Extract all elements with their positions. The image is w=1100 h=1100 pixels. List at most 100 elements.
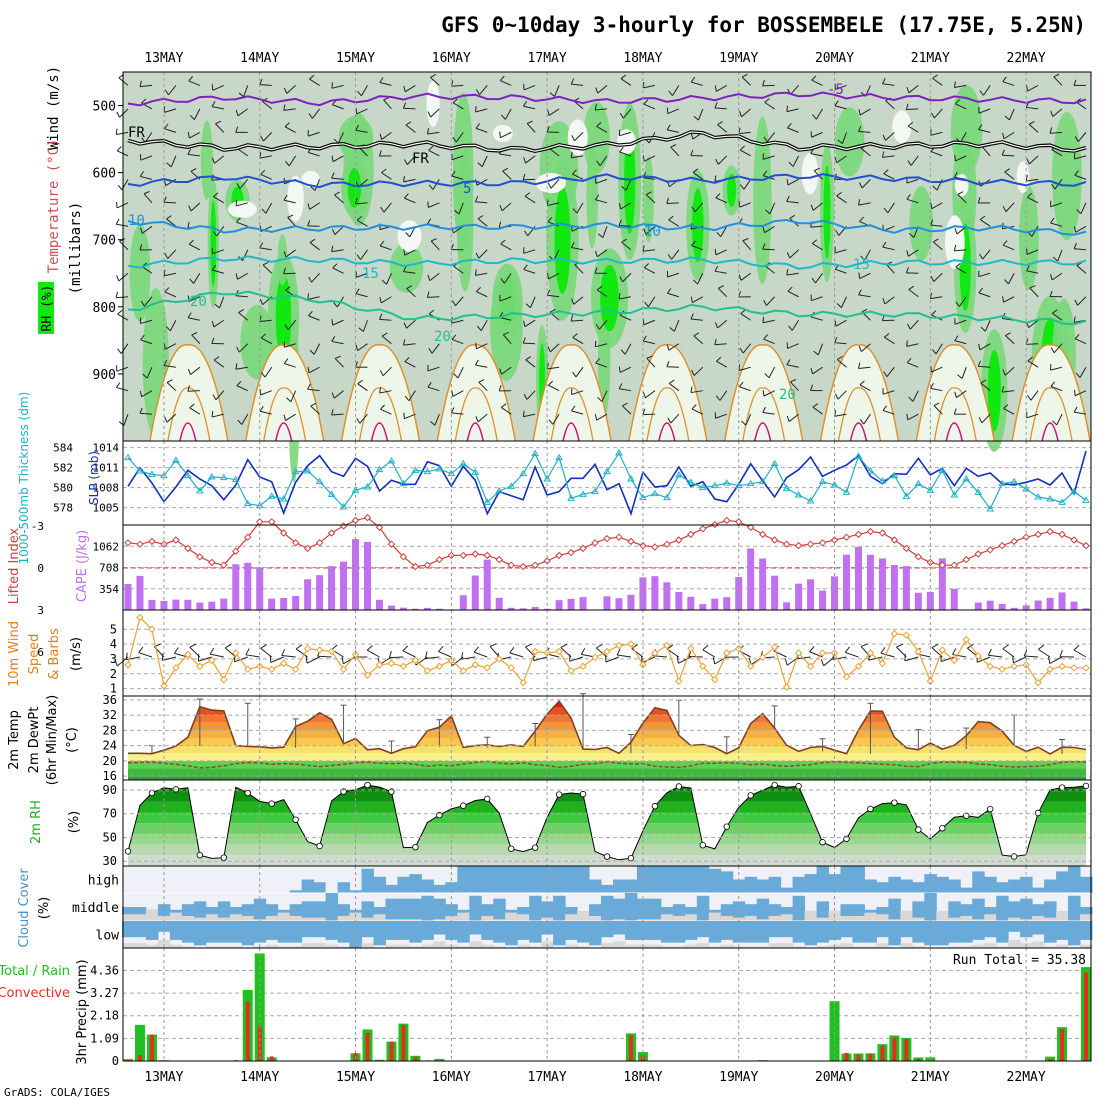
cloud-gray-cell — [756, 919, 770, 921]
plots: -5FRFR510101515202020500600700800900Wind… — [0, 51, 1093, 1085]
cloud-gray-cell — [169, 944, 183, 948]
temp-band — [128, 768, 1086, 777]
precip-tick-label: 1.09 — [90, 1031, 119, 1045]
upper-wind-barb — [168, 85, 177, 96]
cloud-gray-cell — [1032, 941, 1045, 948]
cloud-cell-middle — [313, 901, 327, 921]
upper-wind-barb — [548, 384, 560, 392]
upper-wind-barb — [1051, 272, 1063, 281]
upper-wind-barb-flag — [1074, 299, 1078, 306]
upper-wind-barb — [885, 100, 895, 110]
upper-wind-barb — [958, 296, 967, 307]
upper-wind-barb-flag — [1002, 369, 1006, 376]
upper-wind-barb-flag — [212, 230, 218, 237]
upper-wind-barb — [840, 296, 847, 308]
cape-bar — [771, 575, 779, 610]
upper-wind-barb — [571, 319, 584, 322]
cloud-gray-cell — [708, 912, 722, 921]
isotherm--5 — [127, 91, 1087, 107]
upper-wind-barb — [163, 201, 176, 204]
upper-wind-barb — [933, 272, 943, 282]
cloud-cell-middle — [624, 893, 638, 921]
upper-wind-barb-flag — [930, 112, 935, 119]
cloud-gray-cell — [577, 946, 590, 948]
upper-wind-barb — [287, 217, 297, 227]
upper-wind-barb-flag — [309, 74, 315, 80]
upper-wind-barb — [786, 108, 799, 113]
upper-wind-barb-flag — [834, 100, 839, 107]
cape-bar — [890, 565, 898, 610]
upper-wind-barb-flag — [739, 184, 745, 190]
upper-wind-barb-flag — [1074, 136, 1079, 142]
upper-wind-barb-flag — [115, 218, 120, 225]
upper-wind-barb — [787, 127, 799, 133]
cloud-cell-middle — [421, 895, 434, 921]
isotherm-15 — [127, 255, 1087, 270]
upper-wind-barb — [215, 123, 225, 133]
upper-wind-barb — [166, 218, 177, 227]
cloud-cell-low — [960, 921, 973, 943]
cape-ylabel: CAPE (J/kg) — [75, 530, 90, 602]
thickness-marker — [1058, 498, 1066, 505]
upper-wind-barb — [476, 343, 488, 350]
cloud-cell-low — [1080, 921, 1093, 940]
upper-wind-barb — [599, 155, 608, 166]
cloud-cell-low — [229, 921, 243, 943]
upper-wind-barb — [1027, 196, 1039, 204]
precip-frame — [122, 947, 1092, 1062]
upper-wind-barb — [693, 366, 704, 376]
cloud-cell-low — [1056, 921, 1069, 940]
upper-wind-barb — [644, 267, 656, 274]
cloud-gray-cell — [900, 910, 913, 921]
lifted-index-marker — [555, 551, 563, 560]
wind-speed-marker — [663, 641, 671, 650]
cloud-cell-middle — [193, 901, 207, 921]
upper-wind-barb — [741, 76, 752, 86]
upper-wind-barb — [602, 226, 608, 238]
upper-wind-barb — [598, 319, 608, 330]
upper-wind-barb — [643, 103, 656, 110]
rh2m-marker — [987, 805, 994, 813]
upper-wind-barb — [458, 202, 464, 215]
upper-wind-barb-flag — [954, 391, 957, 398]
thermal-contour — [1011, 344, 1091, 442]
surface-wind-barb-flag — [224, 643, 232, 649]
cape-bar — [1082, 608, 1090, 610]
upper-wind-barb-flag — [379, 296, 382, 304]
cloud-gray-cell — [864, 912, 877, 921]
upper-wind-barb — [670, 413, 680, 424]
upper-wind-barb-flag — [762, 170, 768, 176]
lifted-index-marker — [531, 561, 539, 569]
upper-wind-barb-flag — [786, 268, 789, 276]
cloud-cell-high — [744, 876, 758, 893]
upper-wind-barb — [188, 317, 200, 321]
upper-wind-barb — [787, 343, 799, 349]
upper-wind-barb-flag — [236, 183, 241, 189]
precip-convective-bar — [844, 1052, 849, 1061]
upper-wind-barb-flag — [285, 160, 290, 167]
upper-wind-barb-flag — [164, 416, 168, 423]
precip-total-bar — [829, 1001, 840, 1061]
upper-wind-barb — [260, 174, 272, 180]
upper-wind-barb — [356, 272, 368, 278]
surface-wind-barb — [666, 648, 680, 658]
thickness-marker — [627, 475, 635, 482]
upper-wind-barb — [1002, 81, 1015, 86]
upper-wind-barb-flag — [428, 348, 433, 354]
cloud-gray-cell — [397, 944, 410, 948]
cape-bar — [244, 562, 252, 610]
thermal-contour — [550, 387, 594, 442]
upper-wind-barb — [815, 108, 823, 120]
upper-wind-barb-flag — [381, 168, 387, 174]
upper-wind-barb — [212, 269, 224, 274]
cape-bar — [471, 575, 479, 610]
upper-wind-barb-flag — [522, 410, 525, 417]
upper-wind-barb — [792, 155, 800, 167]
thermal-contour — [167, 387, 211, 442]
upper-wind-barb — [907, 362, 919, 368]
wind-speed-marker — [1034, 678, 1042, 687]
precip-total-bar — [925, 1057, 936, 1061]
upper-wind-barb — [692, 171, 704, 180]
upper-wind-barb-flag — [307, 203, 311, 210]
upper-wind-barb-flag — [859, 216, 864, 222]
